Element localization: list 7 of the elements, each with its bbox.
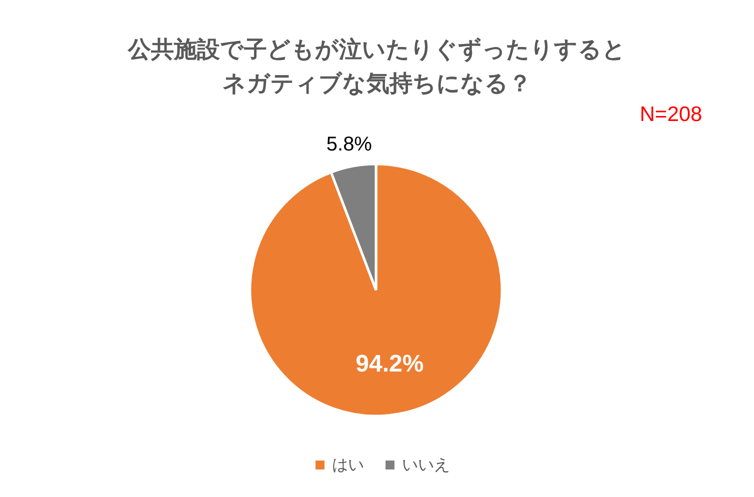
- data-label: 94.2%: [356, 350, 424, 378]
- text: N=208: [640, 103, 702, 126]
- legend-label: いいえ: [402, 457, 450, 474]
- legend-label: はい: [332, 457, 364, 474]
- chart-title: 公共施設で子どもが泣いたりぐずったりするとネガティブな気持ちになる？: [127, 36, 626, 96]
- pie-slice: [248, 162, 504, 418]
- data-label: 5.8%: [326, 133, 372, 156]
